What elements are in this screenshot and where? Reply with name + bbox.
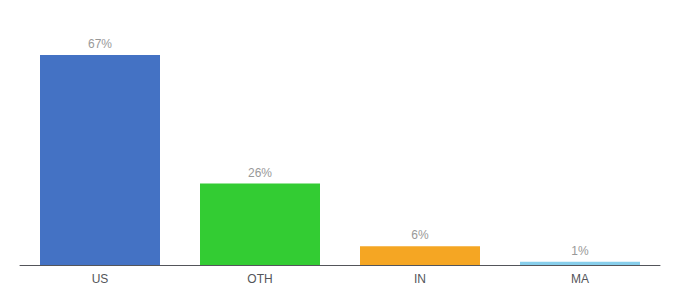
svg-text:6%: 6% <box>411 228 429 242</box>
svg-text:IN: IN <box>414 272 426 286</box>
svg-text:26%: 26% <box>248 166 272 180</box>
svg-text:1%: 1% <box>571 244 589 258</box>
svg-text:OTH: OTH <box>247 272 272 286</box>
svg-text:MA: MA <box>571 272 589 286</box>
svg-text:67%: 67% <box>88 37 112 51</box>
svg-text:US: US <box>92 272 109 286</box>
